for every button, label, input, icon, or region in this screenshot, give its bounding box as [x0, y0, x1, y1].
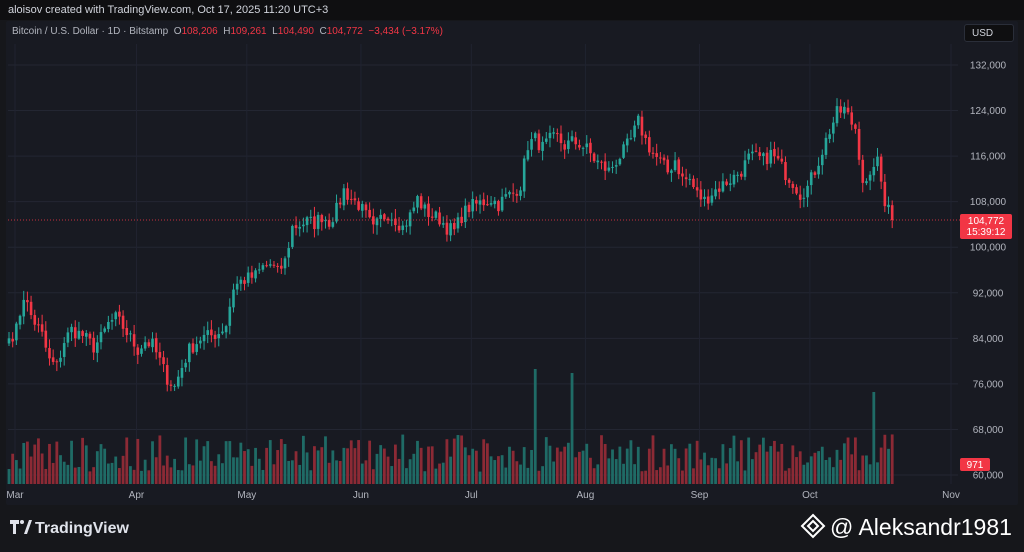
author-watermark: @ Aleksandr1981 — [800, 513, 1012, 541]
tradingview-logo[interactable]: TradingView — [10, 520, 129, 538]
footer-bar — [0, 506, 1024, 552]
currency-button[interactable]: USD — [964, 24, 1014, 42]
credit-text: aloisov created with TradingView.com, Oc… — [8, 4, 329, 16]
symbol-legend: Bitcoin / U.S. Dollar · 1D · Bitstamp O1… — [12, 26, 443, 37]
open-label: O — [173, 26, 182, 37]
high-value: 109,261 — [230, 26, 267, 37]
symbol-name[interactable]: Bitcoin / U.S. Dollar · 1D · Bitstamp — [12, 26, 169, 37]
change-value: −3,434 (−3.17%) — [368, 26, 443, 37]
open-value: 108,206 — [181, 26, 218, 37]
low-value: 104,490 — [277, 26, 314, 37]
chart-panel[interactable] — [6, 21, 1018, 505]
close-label: C — [319, 26, 327, 37]
low-label: L — [272, 26, 278, 37]
credit-bar: aloisov created with TradingView.com, Oc… — [0, 0, 1024, 20]
close-value: 104,772 — [326, 26, 363, 37]
watermark-text: @ Aleksandr1981 — [830, 514, 1012, 540]
high-label: H — [223, 26, 231, 37]
tradingview-brand: TradingView — [35, 520, 129, 537]
tradingview-logo-icon — [10, 520, 32, 534]
binance-square-logo — [800, 513, 826, 539]
